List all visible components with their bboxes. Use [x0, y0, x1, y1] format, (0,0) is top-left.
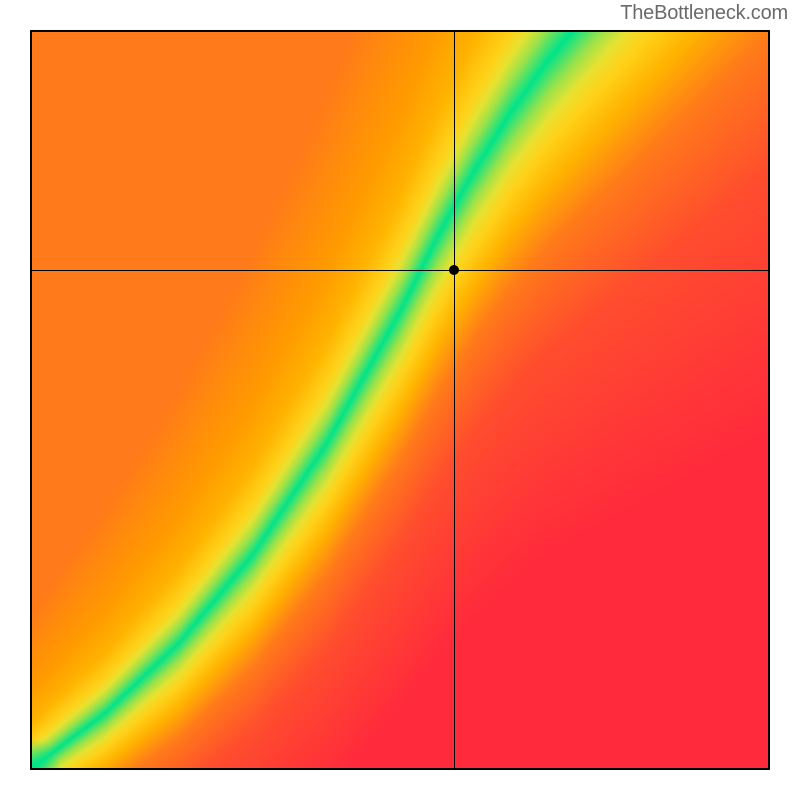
watermark-text: TheBottleneck.com — [620, 2, 788, 25]
heatmap-canvas — [32, 32, 768, 768]
selection-marker — [449, 265, 459, 275]
crosshair-vertical — [454, 32, 455, 768]
crosshair-horizontal — [32, 270, 768, 271]
bottleneck-heatmap — [30, 30, 770, 770]
